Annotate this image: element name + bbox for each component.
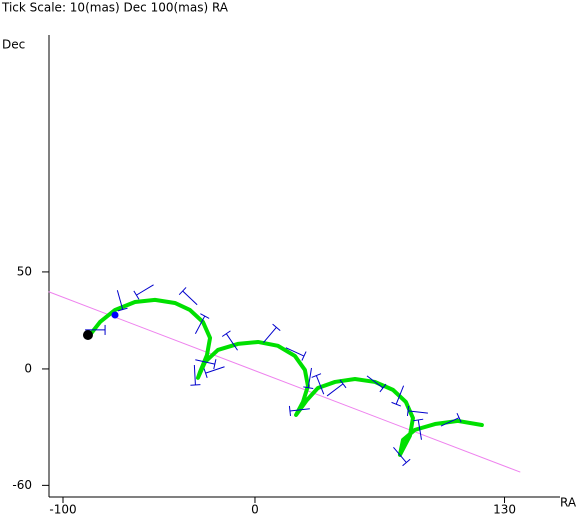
observation bbox=[440, 412, 462, 427]
observation-tick bbox=[203, 368, 208, 378]
reference-line bbox=[48, 291, 521, 473]
observation bbox=[85, 324, 106, 335]
observation-tick bbox=[289, 408, 310, 412]
observation-tick bbox=[200, 313, 210, 319]
observation-tick bbox=[221, 330, 231, 337]
observation-tick bbox=[395, 385, 405, 405]
x-axis-label: RA bbox=[560, 496, 577, 510]
observation-tick bbox=[407, 410, 428, 414]
chart-title: Tick Scale: 10(mas) Dec 100(mas) RA bbox=[1, 1, 229, 15]
y-tick-label: -60 bbox=[12, 478, 32, 492]
observation-tick bbox=[194, 315, 206, 334]
point bbox=[111, 311, 119, 319]
y-tick-label: 50 bbox=[17, 264, 32, 278]
observation-tick bbox=[178, 287, 187, 296]
observation bbox=[116, 290, 128, 312]
observation bbox=[178, 287, 198, 306]
observation-tick bbox=[182, 290, 198, 306]
observation-tick bbox=[366, 375, 384, 389]
observation bbox=[303, 367, 314, 390]
observation-tick bbox=[301, 351, 307, 361]
observation-tick bbox=[117, 307, 128, 312]
observation bbox=[393, 446, 411, 467]
observation-tick bbox=[307, 367, 312, 388]
observation-tick bbox=[205, 366, 225, 374]
observation-tick bbox=[272, 323, 281, 331]
observation-tick bbox=[339, 379, 347, 389]
observation-tick bbox=[195, 359, 215, 365]
observation bbox=[133, 284, 154, 300]
point bbox=[82, 329, 93, 340]
observation-tick bbox=[225, 333, 238, 351]
observation-tick bbox=[193, 364, 196, 385]
observation bbox=[285, 347, 307, 361]
observation bbox=[263, 323, 281, 343]
observation-tick bbox=[456, 412, 462, 423]
observation bbox=[221, 330, 238, 351]
observation-tick bbox=[326, 383, 344, 397]
observation-tick bbox=[190, 384, 201, 386]
observation-tick bbox=[133, 290, 140, 300]
y-axis-label: Dec bbox=[2, 38, 25, 52]
observation-tick bbox=[402, 458, 411, 467]
x-tick-label: 130 bbox=[493, 503, 516, 517]
observation-tick bbox=[285, 347, 305, 357]
x-tick-label: -100 bbox=[49, 503, 76, 517]
observation-tick bbox=[136, 284, 154, 296]
observation-tick bbox=[440, 417, 460, 427]
observation bbox=[326, 379, 347, 397]
y-tick-label: 0 bbox=[24, 361, 32, 375]
observation bbox=[203, 366, 225, 378]
observation bbox=[194, 313, 210, 334]
observation bbox=[311, 373, 325, 395]
observation bbox=[195, 359, 217, 370]
observation-tick bbox=[406, 405, 410, 416]
observation bbox=[406, 405, 428, 416]
observation bbox=[366, 375, 387, 393]
observation-tick bbox=[116, 290, 124, 310]
x-tick-label: 0 bbox=[251, 503, 259, 517]
observation-tick bbox=[311, 373, 322, 378]
observation-tick bbox=[379, 383, 387, 393]
observation bbox=[391, 385, 405, 407]
observation-tick bbox=[391, 401, 402, 407]
observation bbox=[288, 405, 310, 416]
observation-tick bbox=[393, 446, 407, 463]
observation-tick bbox=[263, 327, 277, 343]
observation bbox=[413, 418, 424, 440]
observation-tick bbox=[303, 386, 314, 390]
observation-tick bbox=[315, 375, 325, 395]
observation-tick bbox=[413, 418, 424, 422]
observation bbox=[190, 364, 201, 386]
track-line bbox=[87, 297, 484, 457]
observation-tick bbox=[417, 419, 422, 440]
observation-tick bbox=[213, 359, 217, 370]
observation-tick bbox=[288, 405, 291, 416]
